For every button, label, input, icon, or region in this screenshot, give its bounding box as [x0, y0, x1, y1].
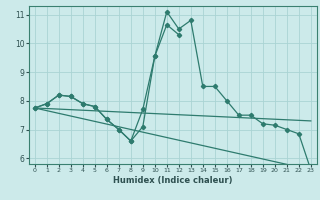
X-axis label: Humidex (Indice chaleur): Humidex (Indice chaleur)	[113, 176, 233, 185]
